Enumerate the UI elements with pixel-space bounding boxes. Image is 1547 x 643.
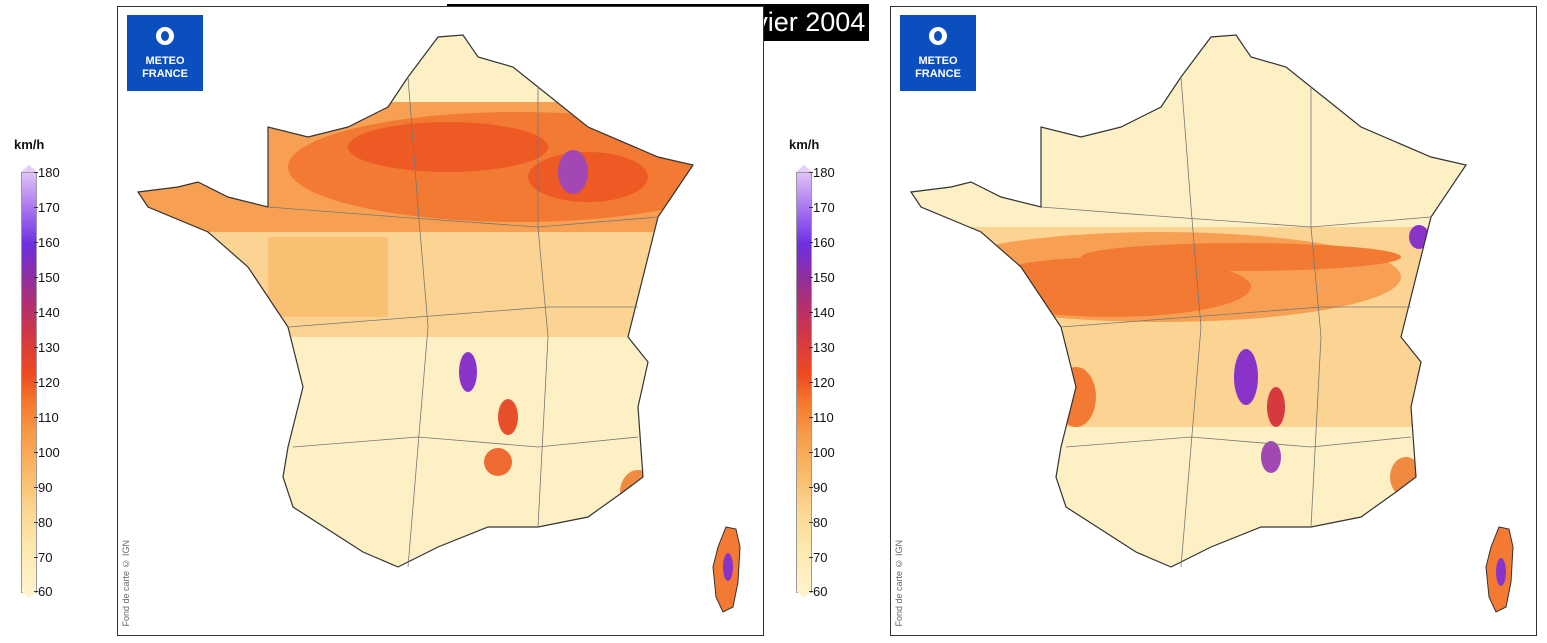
logo-text-line2: FRANCE — [142, 68, 188, 80]
legend-tick: 160 — [34, 235, 60, 250]
legend-tick: 90 — [808, 480, 828, 495]
legend-tick: 160 — [809, 235, 835, 250]
legend-unit: km/h — [789, 137, 820, 152]
legend-tick: 170 — [34, 200, 60, 215]
legend-tick: 120 — [34, 375, 60, 390]
legend-cap-top — [796, 165, 812, 172]
map-panel-right: METEO FRANCE Fond de carte © IGN — [890, 6, 1537, 636]
legend-tick: 60 — [33, 584, 53, 599]
legend-tick: 130 — [809, 340, 835, 355]
legend-tick: 100 — [34, 445, 60, 460]
legend-cap-top — [21, 165, 37, 172]
legend-left: km/h 180 170 160 150 140 130 120 110 100… — [0, 0, 90, 643]
legend-right: km/h 180 170 160 150 140 130 120 110 100… — [775, 0, 865, 643]
legend-tick: 60 — [808, 584, 828, 599]
legend-tick: 130 — [34, 340, 60, 355]
legend-tick: 150 — [34, 270, 60, 285]
legend-tick: 180 — [809, 165, 835, 180]
legend-cap-bottom — [796, 591, 812, 598]
legend-tick: 70 — [808, 550, 828, 565]
legend-tick: 120 — [809, 375, 835, 390]
legend-tick: 150 — [809, 270, 835, 285]
meteo-france-logo-icon — [929, 27, 947, 45]
map-panel-left: METEO FRANCE Fond de carte © IGN — [117, 6, 764, 636]
france-wind-map-left — [136, 34, 741, 613]
legend-tick: 80 — [33, 515, 53, 530]
logo-text-line2: FRANCE — [915, 68, 961, 80]
legend-tick: 140 — [809, 305, 835, 320]
meteo-france-logo: METEO FRANCE — [127, 15, 203, 91]
legend-tick: 110 — [34, 410, 59, 425]
legend-unit: km/h — [14, 137, 45, 152]
legend-cap-bottom — [21, 591, 37, 598]
legend-tick: 70 — [33, 550, 53, 565]
legend-tick: 80 — [808, 515, 828, 530]
logo-text-line1: METEO — [918, 55, 958, 67]
meteo-france-logo: METEO FRANCE — [900, 15, 976, 91]
legend-tick: 170 — [809, 200, 835, 215]
france-wind-map-right — [909, 34, 1514, 613]
legend-tick: 100 — [809, 445, 835, 460]
legend-tick: 180 — [34, 165, 60, 180]
logo-text-line1: METEO — [145, 55, 185, 67]
meteo-france-logo-icon — [156, 27, 174, 45]
legend-tick: 110 — [809, 410, 834, 425]
legend-tick: 140 — [34, 305, 60, 320]
legend-tick: 90 — [33, 480, 53, 495]
